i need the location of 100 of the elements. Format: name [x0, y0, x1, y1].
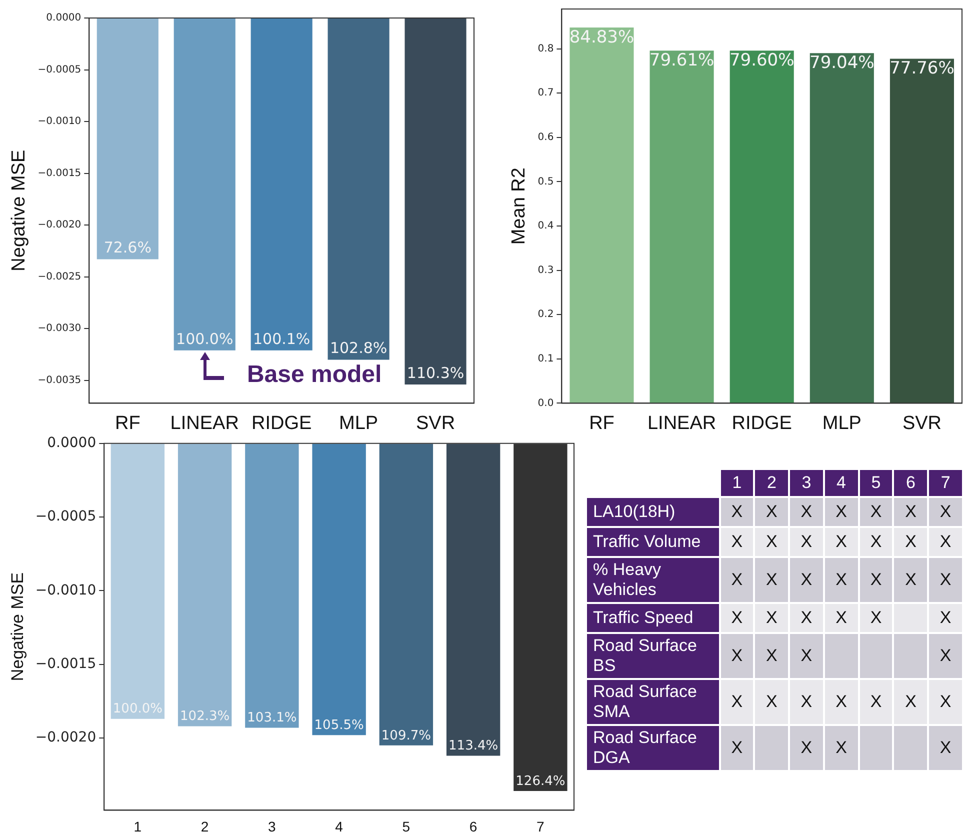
x-tick-label: 1 — [134, 818, 142, 834]
y-tick-label: Road Surface SMA — [587, 680, 719, 724]
annotation: 102.3% — [180, 709, 230, 724]
annotation: 126.4% — [516, 774, 566, 789]
y-tick-label: 0.7 — [538, 88, 554, 99]
y-tick-label: 0.1 — [538, 354, 554, 364]
y-axis-title: Mean R2 — [508, 168, 530, 245]
data-label: 84.83% — [569, 27, 634, 48]
x-tick-label: 3 — [268, 818, 276, 834]
y-tick-label: 0.2 — [538, 309, 554, 320]
text: X — [800, 608, 812, 627]
text: X — [800, 532, 812, 551]
annotation: 110.3% — [406, 364, 464, 382]
x-tick-label: RF — [589, 412, 614, 434]
y-tick-label: −0.0020 — [35, 730, 96, 746]
annotation: 103.1% — [247, 710, 297, 726]
text: X — [836, 570, 847, 589]
annotation: 72.6% — [104, 238, 152, 257]
text: X — [940, 532, 952, 551]
text: X — [905, 570, 916, 589]
text: X — [800, 692, 812, 711]
x-tick-label: 7 — [536, 818, 545, 834]
text: X — [940, 570, 952, 589]
y-tick-label: −0.0025 — [38, 271, 82, 282]
annotation: 102.8% — [330, 339, 388, 358]
x-tick-label: SVR — [902, 412, 942, 434]
x-tick-label: RIDGE — [732, 412, 792, 434]
text: X — [731, 646, 743, 665]
text: X — [766, 692, 778, 711]
text: X — [800, 502, 812, 521]
text: X — [940, 502, 952, 521]
annotation: 113.4% — [448, 738, 498, 754]
y-tick-label: Traffic Volume — [587, 528, 719, 556]
y-tick-label: 0.0000 — [47, 435, 96, 452]
annotation: 100.0% — [176, 330, 234, 348]
data-label: 79.04% — [809, 53, 874, 74]
x-tick-label: RF — [114, 412, 140, 434]
x-tick-label: 6 — [469, 818, 478, 834]
annotation: 100.0% — [112, 702, 162, 717]
y-tick-label: −0.0035 — [38, 375, 82, 386]
text: X — [870, 608, 882, 627]
x-tick-label: MLP — [339, 412, 378, 434]
y-tick-label: −0.0015 — [38, 168, 82, 179]
x-tick-label: 4 — [824, 470, 858, 496]
text: X — [870, 570, 882, 589]
text: X — [870, 692, 882, 711]
y-tick-label: −0.0010 — [35, 582, 96, 598]
x-tick-label: 4 — [335, 818, 344, 834]
text: X — [905, 502, 916, 521]
text: X — [766, 646, 778, 665]
y-tick-label: 0.0 — [538, 398, 554, 409]
text: X — [836, 692, 847, 711]
text: X — [731, 502, 743, 521]
x-tick-label: 5 — [860, 470, 892, 496]
text: X — [766, 532, 778, 551]
y-tick-label: 0.5 — [538, 176, 554, 188]
text: X — [731, 608, 743, 627]
data-label: 79.60% — [729, 50, 794, 71]
y-tick-label: 0.8 — [538, 43, 554, 54]
x-tick-label: LINEAR — [647, 412, 716, 434]
text: X — [800, 646, 812, 665]
y-tick-label: 0.3 — [538, 264, 554, 276]
text: X — [800, 570, 812, 589]
y-tick-label: −0.0030 — [38, 323, 82, 334]
y-tick-label: −0.0020 — [38, 220, 82, 231]
text: X — [940, 738, 952, 757]
data-label: 77.76% — [890, 58, 954, 79]
annotation: 100.1% — [252, 330, 310, 348]
y-tick-label: −0.0005 — [35, 508, 96, 525]
text: X — [870, 532, 882, 551]
y-tick-label: 0.0000 — [46, 12, 82, 24]
y-tick-label: % Heavy Vehicles — [587, 558, 719, 602]
y-axis-title: Negative MSE — [8, 572, 27, 682]
text: X — [905, 692, 916, 711]
text: X — [800, 738, 812, 757]
x-tick-label: 3 — [790, 470, 823, 496]
text: X — [766, 570, 778, 589]
text: X — [905, 532, 916, 551]
text: X — [836, 502, 847, 521]
x-tick-label: RIDGE — [251, 412, 312, 434]
y-tick-label: Traffic Speed — [587, 604, 719, 632]
text: X — [940, 608, 952, 627]
x-tick-label: 5 — [402, 818, 410, 834]
text: X — [731, 532, 743, 551]
y-axis-title: Negative MSE — [8, 150, 30, 272]
data-label: 79.61% — [649, 50, 714, 71]
y-tick-label: −0.0010 — [38, 116, 82, 128]
y-tick-label: −0.0015 — [35, 656, 96, 672]
y-tick-label: 0.6 — [538, 132, 554, 144]
text: X — [870, 502, 882, 521]
y-tick-label: Road Surface BS — [587, 634, 719, 678]
y-tick-label: 0.4 — [538, 220, 554, 232]
x-tick-label: 6 — [894, 470, 928, 496]
y-tick-label: −0.0005 — [38, 64, 82, 76]
x-tick-label: LINEAR — [170, 412, 239, 434]
text: X — [766, 502, 778, 521]
text: X — [836, 738, 847, 757]
x-tick-label: 2 — [200, 818, 209, 834]
annotation: Base model — [246, 360, 382, 388]
x-tick-label: SVR — [416, 412, 456, 434]
